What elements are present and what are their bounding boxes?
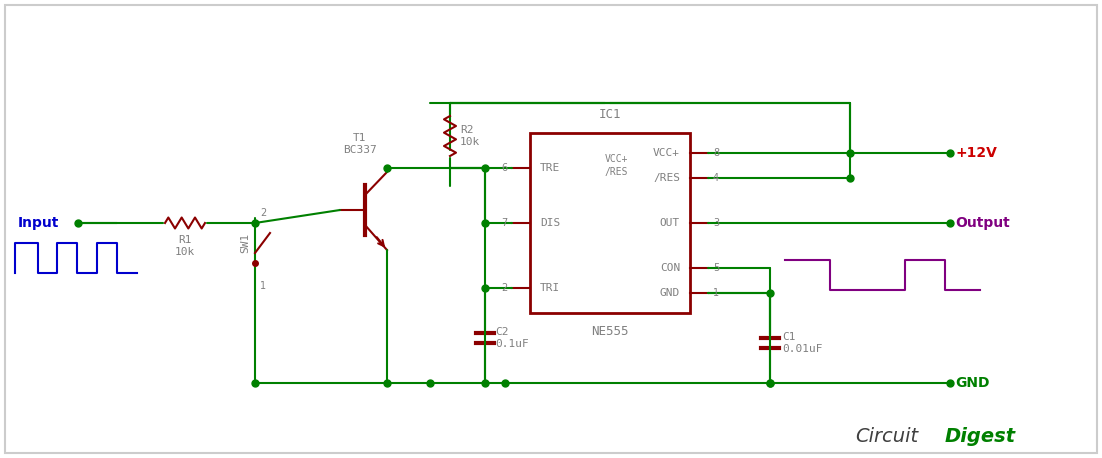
Text: R1
10k: R1 10k (175, 235, 195, 257)
Text: C1
0.01uF: C1 0.01uF (782, 332, 822, 354)
Text: 2: 2 (500, 283, 507, 293)
Text: GND: GND (955, 376, 990, 390)
Text: T1
BC337: T1 BC337 (343, 133, 377, 155)
Text: GND: GND (660, 288, 680, 298)
Text: 1: 1 (260, 281, 266, 291)
Text: OUT: OUT (660, 218, 680, 228)
Bar (530, 133, 690, 313)
Text: Output: Output (955, 216, 1009, 230)
Text: TRE: TRE (540, 163, 560, 173)
Text: 5: 5 (713, 263, 720, 273)
Text: TRI: TRI (540, 283, 560, 293)
Text: /RES: /RES (653, 173, 680, 183)
Text: +12V: +12V (955, 146, 997, 160)
Text: VCC+
/RES: VCC+ /RES (605, 154, 628, 177)
Text: 8: 8 (713, 148, 720, 158)
Text: Circuit: Circuit (855, 426, 918, 446)
Text: 7: 7 (500, 218, 507, 228)
Text: DIS: DIS (540, 218, 560, 228)
Text: IC1: IC1 (598, 108, 622, 121)
Text: NE555: NE555 (592, 325, 629, 338)
Text: Input: Input (18, 216, 60, 230)
Text: CON: CON (660, 263, 680, 273)
Text: 2: 2 (260, 208, 267, 218)
Text: VCC+: VCC+ (653, 148, 680, 158)
Text: C2
0.1uF: C2 0.1uF (495, 327, 529, 349)
Text: Digest: Digest (946, 426, 1016, 446)
Text: 1: 1 (713, 288, 720, 298)
Text: 6: 6 (501, 163, 507, 173)
Text: R2
10k: R2 10k (460, 125, 480, 147)
Text: 3: 3 (713, 218, 720, 228)
Text: SW1: SW1 (240, 233, 250, 253)
Text: 4: 4 (713, 173, 720, 183)
